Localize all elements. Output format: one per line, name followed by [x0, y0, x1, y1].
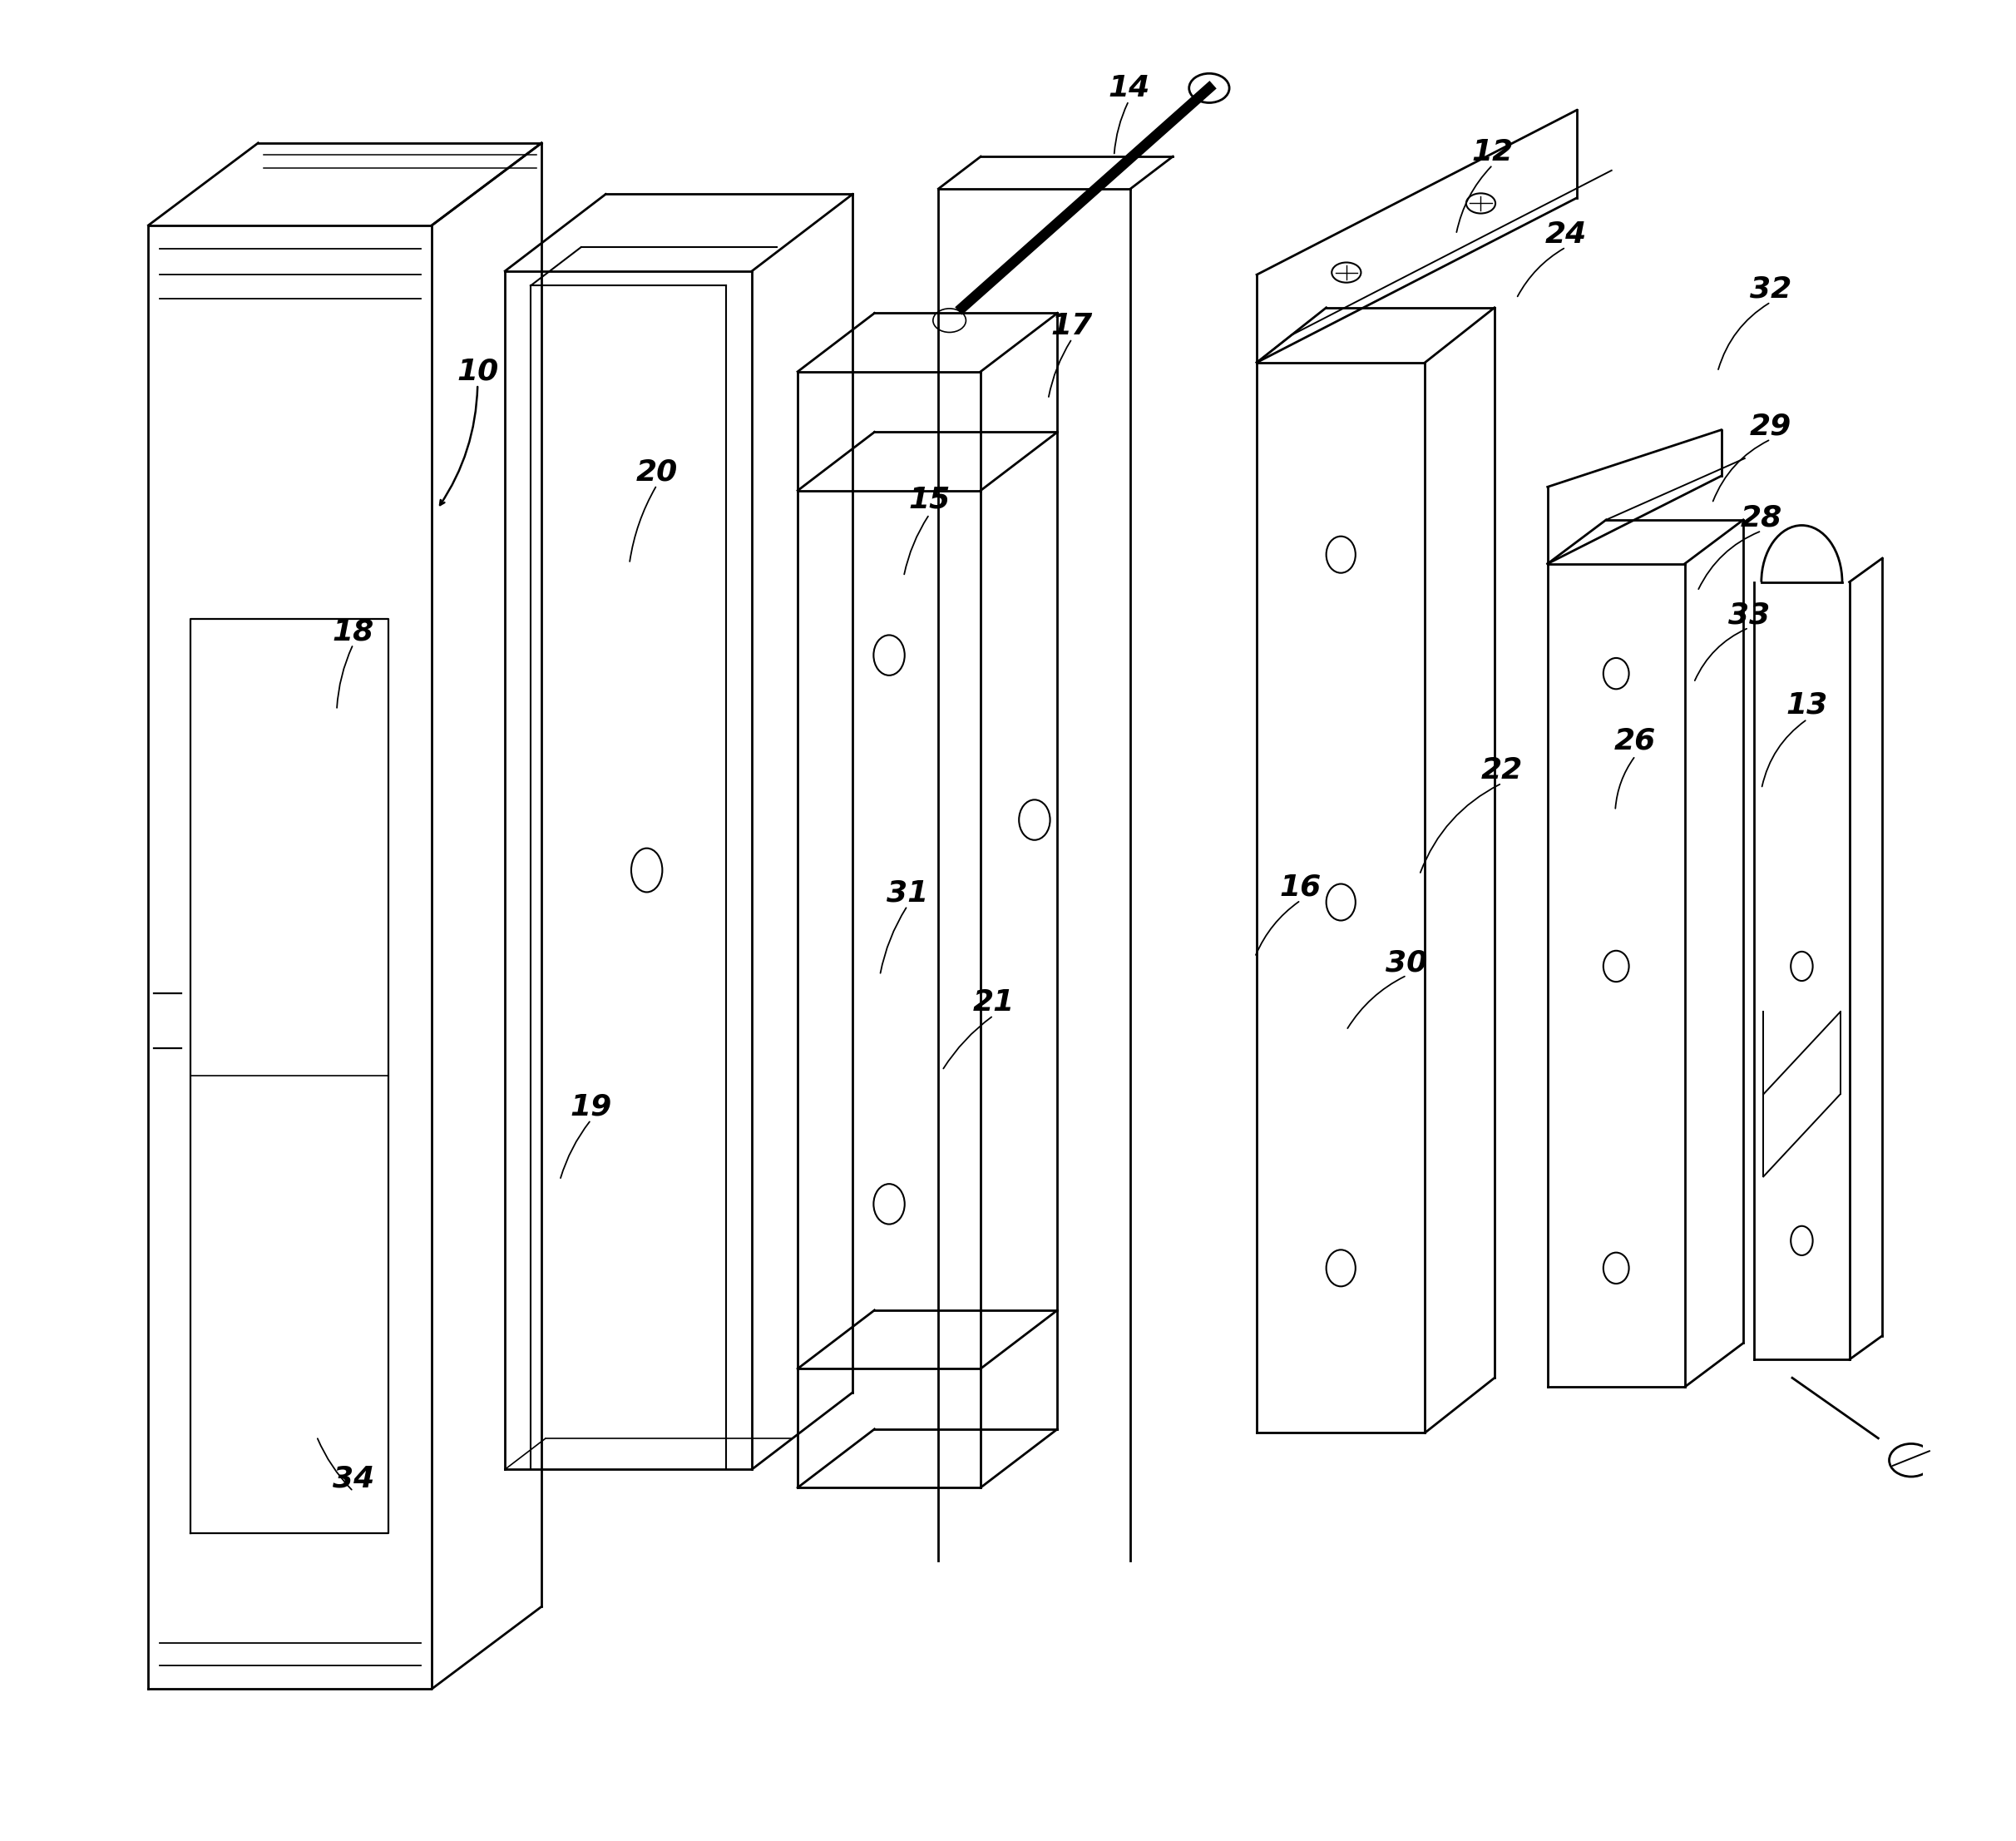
Text: 16: 16 — [1280, 873, 1322, 902]
Text: 22: 22 — [1482, 757, 1522, 784]
Text: 14: 14 — [1109, 74, 1149, 103]
Text: 32: 32 — [1750, 274, 1792, 304]
Text: 28: 28 — [1740, 504, 1782, 532]
Text: 19: 19 — [571, 1094, 613, 1121]
Text: 34: 34 — [333, 1464, 375, 1493]
Text: 13: 13 — [1786, 690, 1829, 718]
Text: 24: 24 — [1544, 221, 1587, 249]
Text: 33: 33 — [1728, 600, 1770, 630]
Text: 30: 30 — [1385, 948, 1427, 978]
Text: 21: 21 — [972, 989, 1014, 1016]
Text: 17: 17 — [1050, 311, 1093, 341]
Text: 20: 20 — [635, 458, 677, 486]
Ellipse shape — [933, 309, 966, 333]
Text: 18: 18 — [333, 617, 375, 646]
Text: 10: 10 — [458, 357, 498, 387]
Text: 15: 15 — [909, 486, 950, 514]
Text: 31: 31 — [887, 878, 927, 908]
Text: 29: 29 — [1750, 412, 1792, 440]
Ellipse shape — [1189, 74, 1230, 103]
Text: 12: 12 — [1472, 138, 1514, 166]
Text: 26: 26 — [1615, 727, 1657, 755]
